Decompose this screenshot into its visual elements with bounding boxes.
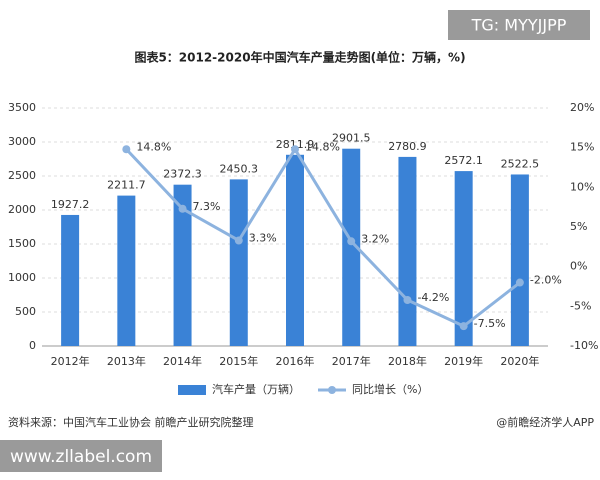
watermark-box bbox=[448, 10, 590, 40]
line-label: 7.3% bbox=[193, 200, 221, 213]
line-marker bbox=[122, 145, 131, 154]
x-tick-label: 2015年 bbox=[219, 354, 258, 368]
line-marker bbox=[291, 145, 299, 154]
y-tick-label: 500 bbox=[15, 305, 36, 318]
line-label: -2.0% bbox=[530, 274, 562, 287]
line-label: 14.8% bbox=[136, 140, 171, 153]
x-tick-label: 2016年 bbox=[276, 354, 315, 368]
bar-label: 1927.2 bbox=[51, 198, 90, 211]
line-marker bbox=[347, 237, 356, 246]
legend-swatch bbox=[178, 385, 206, 395]
bar bbox=[286, 154, 304, 346]
line-marker bbox=[515, 278, 524, 287]
x-tick-label: 2017年 bbox=[332, 354, 371, 368]
line-marker bbox=[459, 322, 468, 331]
y2-tick-label: 10% bbox=[570, 180, 594, 193]
line-marker bbox=[403, 295, 412, 304]
line-label: 3.3% bbox=[249, 231, 277, 244]
bar bbox=[510, 174, 529, 346]
chart-title: 图表5：2012-2020年中国汽车产量走势图(单位：万辆，%) bbox=[134, 50, 465, 65]
watermark-box bbox=[0, 440, 162, 472]
bar bbox=[342, 148, 361, 346]
x-tick-label: 2013年 bbox=[107, 354, 146, 368]
legend-marker bbox=[328, 386, 336, 394]
bar bbox=[454, 171, 473, 346]
y-tick-label: 1500 bbox=[8, 237, 36, 250]
bar bbox=[398, 156, 417, 346]
watermark: TG: MYYJJPP bbox=[471, 16, 567, 35]
line-label: 3.2% bbox=[361, 232, 389, 245]
bar-label: 2572.1 bbox=[444, 154, 483, 167]
legend-label: 同比增长（%） bbox=[352, 382, 428, 396]
bar-label: 2372.3 bbox=[163, 168, 202, 181]
bar-label: 2211.7 bbox=[107, 179, 146, 192]
bar bbox=[229, 179, 248, 346]
bar-label: 2811.9 bbox=[276, 138, 315, 151]
y2-tick-label: 15% bbox=[570, 141, 594, 154]
line-marker bbox=[234, 236, 243, 245]
y2-tick-label: -10% bbox=[570, 339, 598, 352]
line-label: 14.8% bbox=[305, 140, 340, 153]
x-tick-label: 2014年 bbox=[163, 354, 202, 368]
legend-label: 汽车产量（万辆） bbox=[212, 382, 300, 396]
line-marker bbox=[178, 204, 187, 213]
y2-tick-label: 5% bbox=[570, 220, 587, 233]
bar-label: 2450.3 bbox=[220, 162, 259, 175]
bar-label: 2780.9 bbox=[388, 140, 427, 153]
source: 资料来源：中国汽车工业协会 前瞻产业研究院整理 bbox=[8, 415, 254, 429]
watermark: www.zllabel.com bbox=[10, 447, 152, 467]
x-tick-label: 2018年 bbox=[388, 354, 427, 368]
bar bbox=[117, 195, 136, 346]
y-tick-label: 1000 bbox=[8, 271, 36, 284]
bar bbox=[61, 214, 80, 346]
y-tick-label: 3500 bbox=[8, 101, 36, 114]
line-label: -4.2% bbox=[417, 291, 449, 304]
y-tick-label: 2500 bbox=[8, 169, 36, 182]
y2-tick-label: 0% bbox=[570, 260, 587, 273]
line bbox=[125, 146, 521, 328]
y-tick-label: 3000 bbox=[8, 135, 36, 148]
bar-label: 2522.5 bbox=[501, 157, 540, 170]
y2-tick-label: -5% bbox=[570, 299, 591, 312]
y-tick-label: 2000 bbox=[8, 203, 36, 216]
x-tick-label: 2012年 bbox=[51, 354, 90, 368]
bar bbox=[173, 184, 192, 346]
y2-tick-label: 20% bbox=[570, 101, 594, 114]
credit: @前瞻经济学人APP bbox=[496, 415, 594, 429]
bar-label: 2901.5 bbox=[332, 132, 371, 145]
y-tick-label: 0 bbox=[29, 339, 36, 352]
x-tick-label: 2020年 bbox=[500, 354, 539, 368]
line-label: -7.5% bbox=[474, 317, 506, 330]
x-tick-label: 2019年 bbox=[444, 354, 483, 368]
